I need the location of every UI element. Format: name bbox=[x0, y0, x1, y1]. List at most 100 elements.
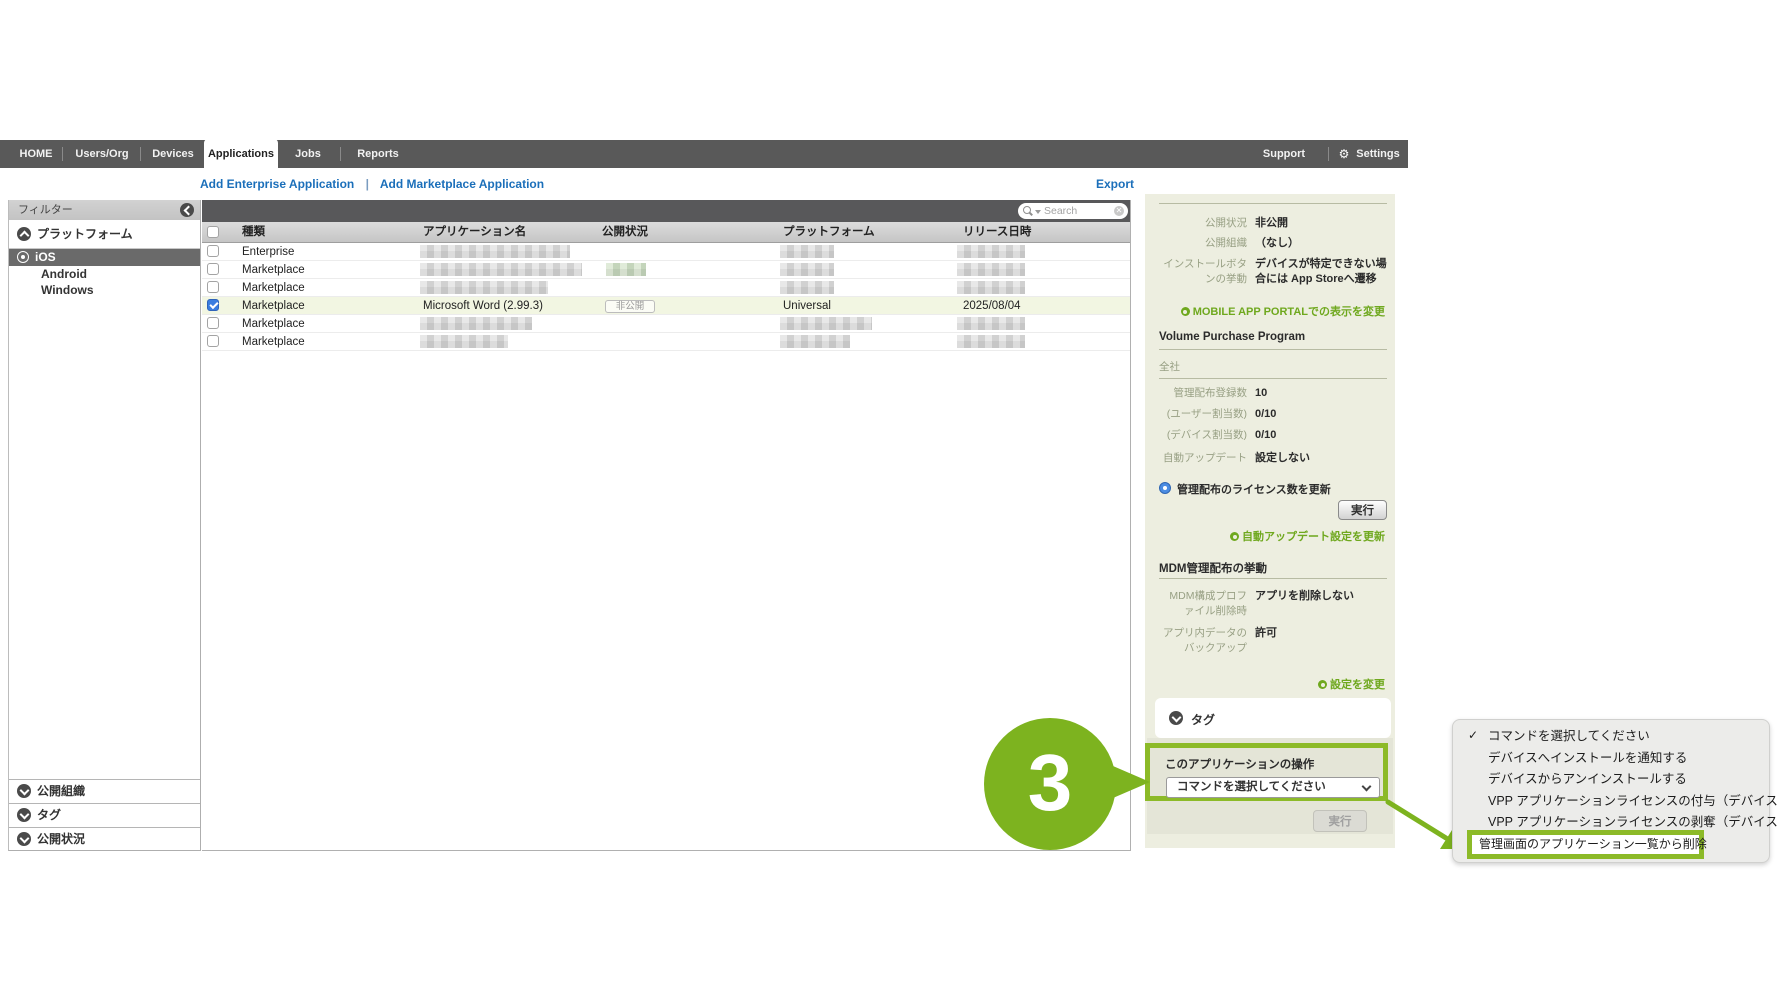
command-dropdown-menu: ✓ コマンドを選択してください デバイスへインストールを通知する デバイスからア… bbox=[1452, 719, 1778, 863]
divider bbox=[1159, 578, 1387, 579]
filter-section-publish-status[interactable]: 公開状況 bbox=[9, 827, 200, 851]
operation-execute-button[interactable]: 実行 bbox=[1313, 810, 1367, 832]
chevron-up-circle-icon bbox=[17, 227, 31, 241]
green-circle-icon bbox=[1230, 532, 1239, 541]
step-3-callout-pointer bbox=[1106, 763, 1150, 801]
redacted-status-badge bbox=[606, 263, 646, 276]
mobile-app-portal-link[interactable]: MOBILE APP PORTALでの表示を変更 bbox=[1180, 303, 1385, 319]
row-checkbox[interactable] bbox=[207, 263, 219, 275]
settings-link[interactable]: Settings bbox=[1356, 148, 1400, 160]
column-header-platform[interactable]: プラットフォーム bbox=[783, 226, 875, 238]
clear-search-icon[interactable]: ✕ bbox=[1114, 206, 1124, 216]
chevron-down-circle-icon bbox=[17, 832, 31, 846]
filter-section-label: プラットフォーム bbox=[37, 227, 133, 241]
cell-type: Marketplace bbox=[242, 282, 305, 294]
green-circle-icon bbox=[1180, 307, 1190, 316]
sidebar-item-ios[interactable]: iOS bbox=[9, 249, 200, 266]
column-header-app-name[interactable]: アプリケーション名 bbox=[423, 226, 527, 238]
operation-callout-box: このアプリケーションの操作 コマンドを選択してください bbox=[1145, 743, 1388, 801]
tab-applications[interactable]: Applications bbox=[204, 139, 278, 169]
tab-jobs[interactable]: Jobs bbox=[295, 148, 321, 160]
green-circle-icon bbox=[1318, 680, 1327, 689]
nav-divider bbox=[340, 147, 341, 161]
vpp-section-title: Volume Purchase Program bbox=[1159, 331, 1306, 343]
tab-reports[interactable]: Reports bbox=[357, 148, 399, 160]
chevron-down-icon bbox=[1361, 781, 1372, 792]
add-enterprise-application-link[interactable]: Add Enterprise Application bbox=[200, 177, 355, 191]
menu-item-select-command[interactable]: コマンドを選択してください bbox=[1488, 729, 1650, 743]
redacted-app-name bbox=[420, 245, 570, 258]
vpp-execute-button[interactable]: 実行 bbox=[1338, 500, 1387, 520]
field-value: アプリを削除しない bbox=[1255, 590, 1354, 602]
application-table: Search ✕ 種類 アプリケーション名 公開状況 プラットフォーム リリース… bbox=[202, 200, 1131, 851]
redacted-release-date bbox=[957, 335, 1025, 348]
menu-item-uninstall[interactable]: デバイスからアンインストールする bbox=[1488, 772, 1687, 786]
filter-section-platform[interactable]: プラットフォーム bbox=[9, 224, 200, 244]
menu-item-delete-from-list-highlighted[interactable]: 管理画面のアプリケーション一覧から削除 bbox=[1467, 830, 1707, 859]
cell-app-name: Microsoft Word (2.99.3) bbox=[423, 300, 543, 312]
tab-users-org[interactable]: Users/Org bbox=[75, 148, 129, 160]
table-row-selected[interactable]: Marketplace Microsoft Word (2.99.3) 非公開 … bbox=[202, 297, 1130, 315]
table-toolbar: Search ✕ bbox=[202, 200, 1130, 222]
filter-sidebar: フィルター プラットフォーム iOS Android Windows 公開組織 … bbox=[8, 200, 201, 851]
command-select[interactable]: コマンドを選択してください bbox=[1166, 777, 1380, 798]
menu-item-notify-install[interactable]: デバイスへインストールを通知する bbox=[1488, 751, 1688, 765]
nav-divider bbox=[62, 147, 63, 161]
cell-type: Enterprise bbox=[242, 246, 295, 258]
search-placeholder: Search bbox=[1044, 205, 1078, 217]
tag-section-box[interactable]: タグ bbox=[1155, 698, 1391, 738]
row-checkbox[interactable] bbox=[207, 245, 219, 257]
command-select-value: コマンドを選択してください bbox=[1177, 781, 1326, 793]
redacted-platform bbox=[780, 317, 872, 330]
nav-divider bbox=[1328, 147, 1329, 161]
search-icon bbox=[1023, 206, 1033, 216]
add-marketplace-application-link[interactable]: Add Marketplace Application bbox=[379, 177, 545, 191]
stat-label: (ユーザー割当数) bbox=[1166, 408, 1247, 420]
column-header-type[interactable]: 種類 bbox=[242, 226, 265, 238]
sidebar-item-windows[interactable]: Windows bbox=[41, 283, 94, 297]
table-row[interactable]: Enterprise bbox=[202, 243, 1130, 261]
divider bbox=[1159, 203, 1387, 204]
filter-section-label: 公開組織 bbox=[37, 784, 86, 798]
field-value: デバイスが特定できない場合には App Storeへ遷移 bbox=[1255, 258, 1387, 285]
menu-item-vpp-revoke-license[interactable]: VPP アプリケーションライセンスの剥奪（デバイス向け） bbox=[1488, 815, 1778, 829]
top-nav: HOME Users/Org Devices Applications Jobs… bbox=[0, 139, 1408, 169]
row-checkbox[interactable] bbox=[207, 335, 219, 347]
menu-item-vpp-assign-license[interactable]: VPP アプリケーションライセンスの付与（デバイス向け） bbox=[1488, 794, 1778, 808]
update-license-radio[interactable] bbox=[1159, 482, 1171, 494]
sidebar-item-android[interactable]: Android bbox=[41, 267, 87, 281]
radio-selected-icon bbox=[17, 251, 29, 263]
table-row[interactable]: Marketplace bbox=[202, 279, 1130, 297]
collapse-sidebar-button[interactable] bbox=[180, 203, 194, 217]
table-row[interactable]: Marketplace bbox=[202, 333, 1130, 351]
field-value: （なし） bbox=[1255, 237, 1299, 249]
cell-type: Marketplace bbox=[242, 264, 305, 276]
redacted-release-date bbox=[957, 245, 1025, 258]
tab-devices[interactable]: Devices bbox=[152, 148, 194, 160]
redacted-app-name bbox=[420, 281, 548, 294]
column-header-publish-status[interactable]: 公開状況 bbox=[602, 226, 648, 238]
redacted-platform bbox=[780, 335, 850, 348]
divider bbox=[9, 248, 200, 249]
app-actions-row: Add Enterprise Application | Add Marketp… bbox=[200, 177, 544, 191]
platform-label: iOS bbox=[35, 250, 56, 264]
table-row[interactable]: Marketplace bbox=[202, 261, 1130, 279]
row-checkbox[interactable] bbox=[207, 317, 219, 329]
search-input[interactable]: Search ✕ bbox=[1018, 203, 1128, 219]
table-row[interactable]: Marketplace bbox=[202, 315, 1130, 333]
change-settings-link[interactable]: 設定を変更 bbox=[1318, 676, 1385, 692]
column-header-release-date[interactable]: リリース日時 bbox=[963, 226, 1032, 238]
tab-home[interactable]: HOME bbox=[19, 148, 53, 160]
filter-section-tag[interactable]: タグ bbox=[9, 803, 200, 827]
update-auto-update-link[interactable]: 自動アップデート設定を更新 bbox=[1230, 528, 1385, 544]
filter-section-publish-org[interactable]: 公開組織 bbox=[9, 779, 200, 803]
export-link[interactable]: Export bbox=[1096, 177, 1135, 191]
row-checkbox[interactable] bbox=[207, 281, 219, 293]
nav-divider bbox=[140, 147, 141, 161]
redacted-app-name bbox=[420, 317, 532, 330]
select-all-checkbox[interactable] bbox=[207, 226, 219, 238]
divider bbox=[1159, 349, 1387, 350]
row-checkbox-checked[interactable] bbox=[207, 299, 219, 311]
support-link[interactable]: Support bbox=[1262, 148, 1306, 160]
tag-section-label: タグ bbox=[1191, 713, 1216, 727]
